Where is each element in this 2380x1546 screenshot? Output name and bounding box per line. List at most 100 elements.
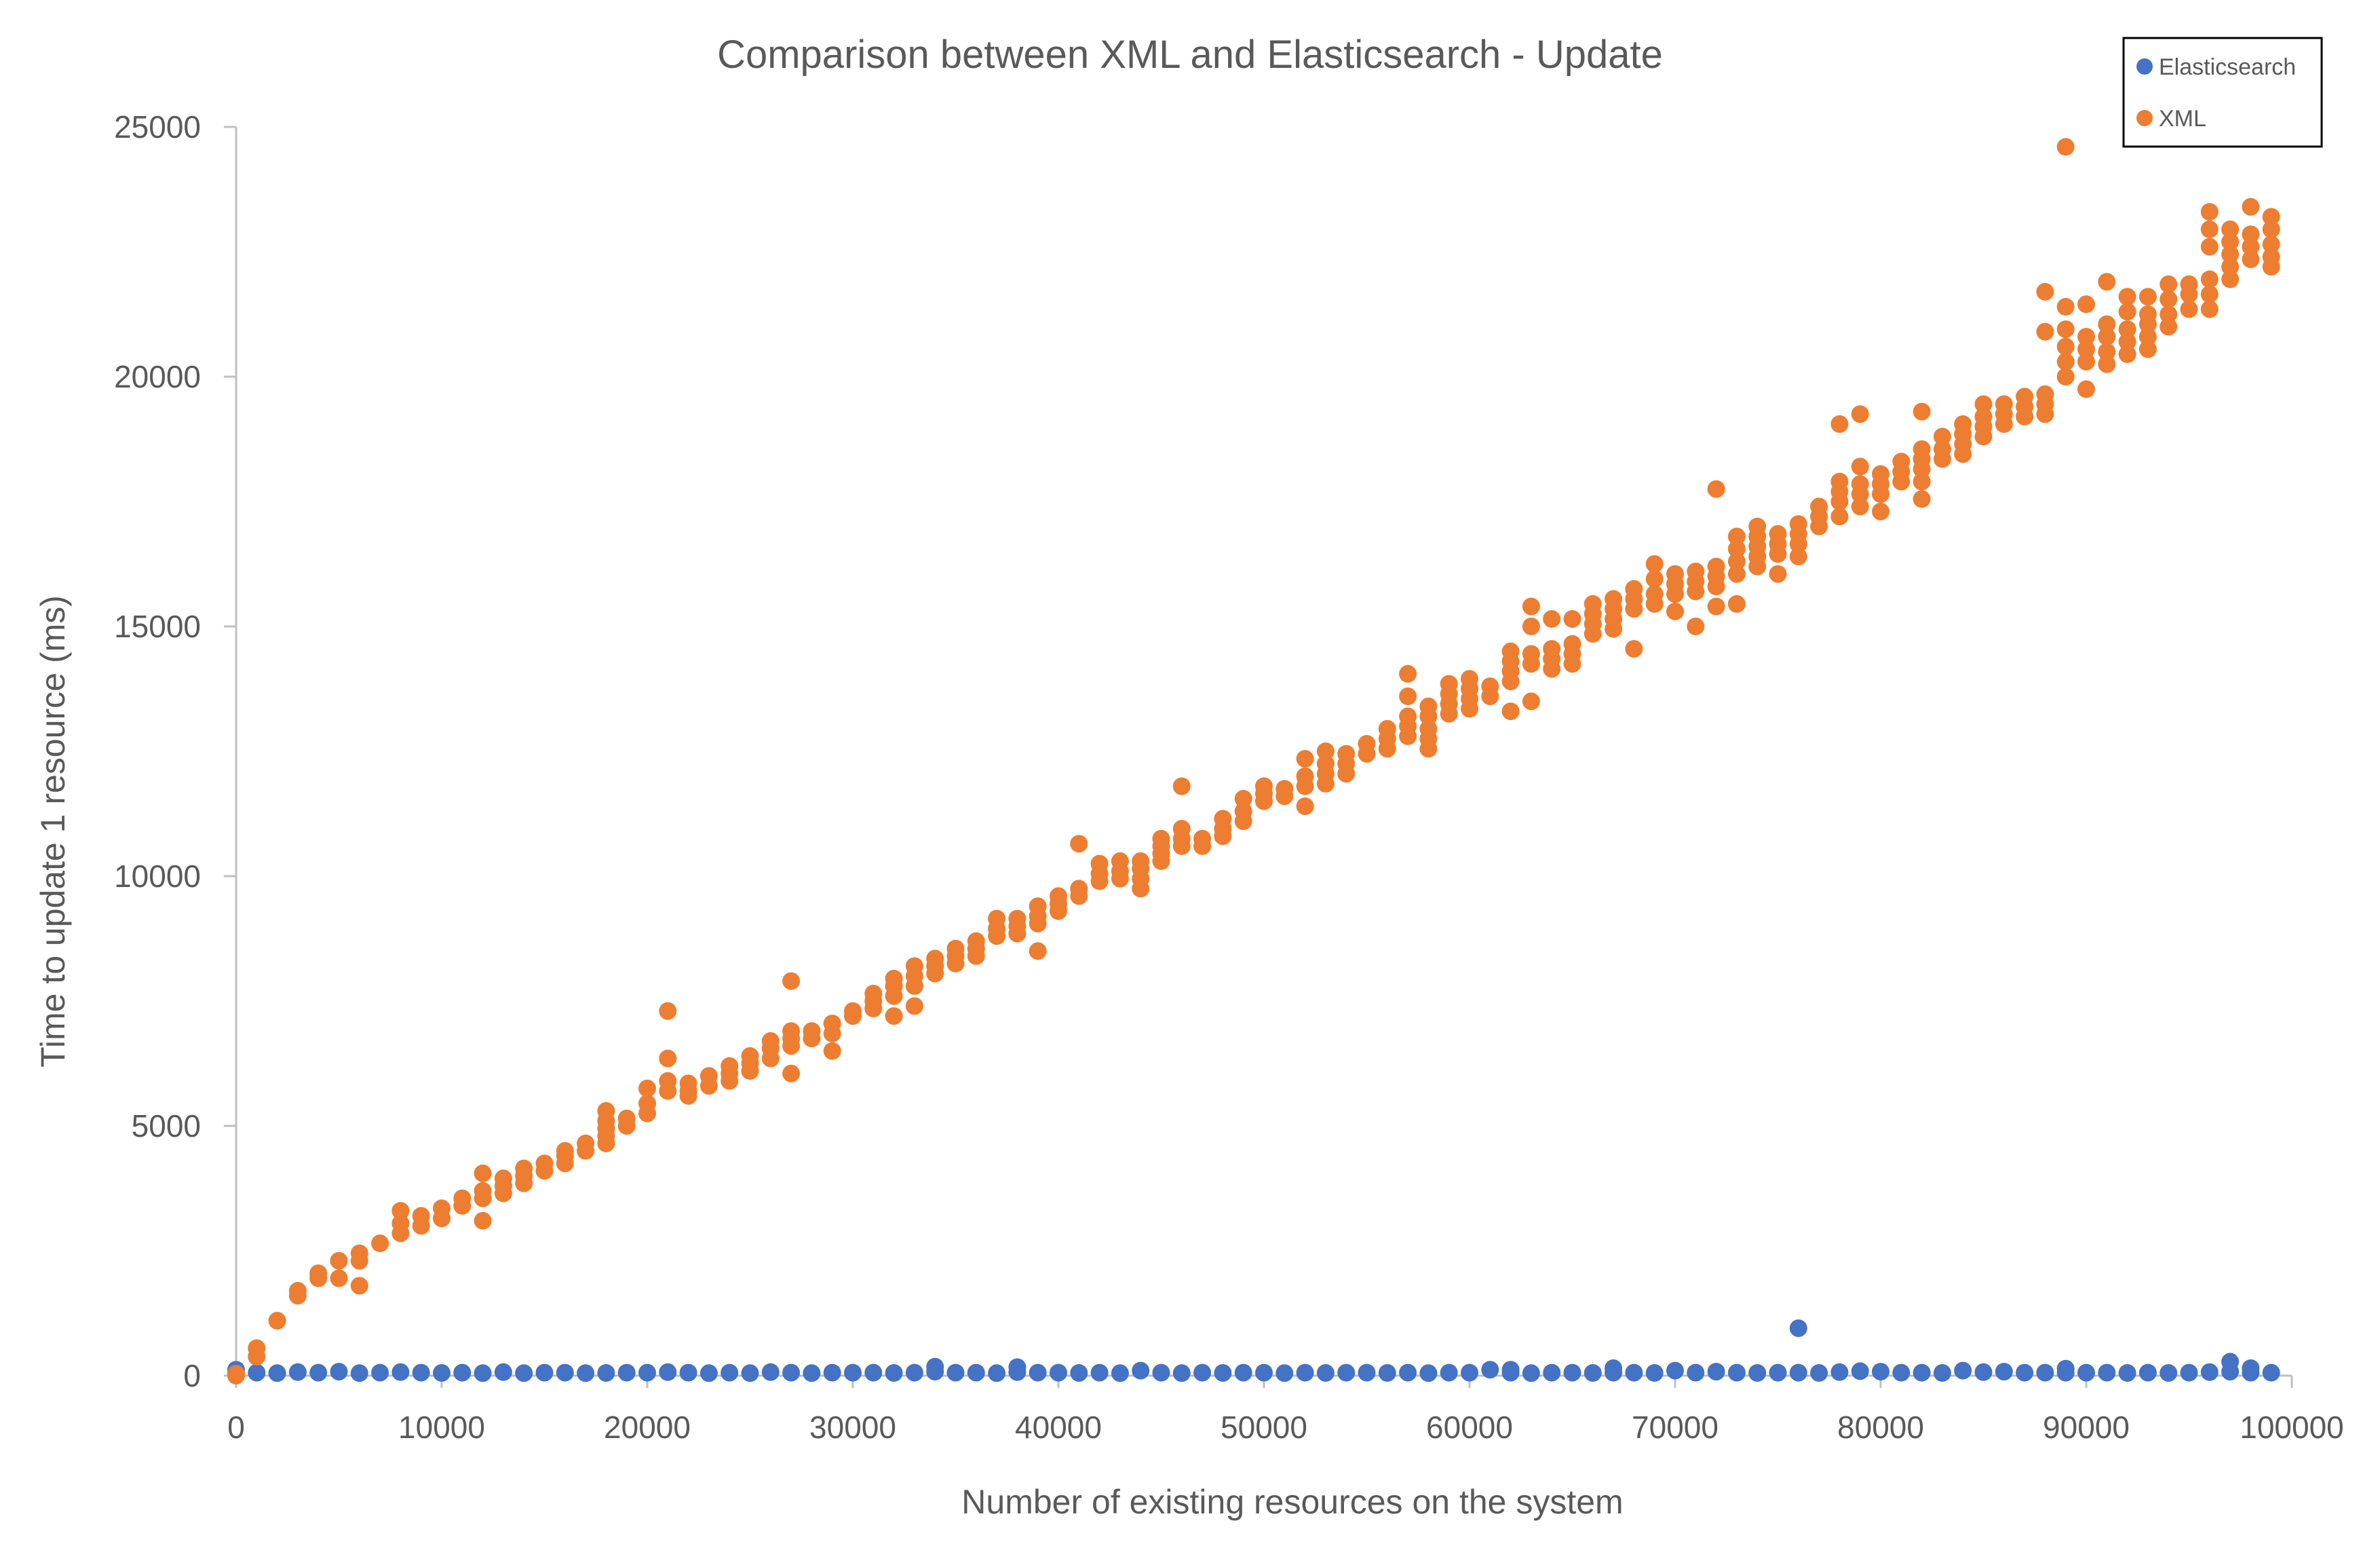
data-point-elasticsearch [371, 1363, 389, 1382]
data-point-xml [1645, 595, 1664, 613]
data-point-elasticsearch [597, 1364, 615, 1382]
data-point-xml [946, 954, 965, 973]
data-point-xml [761, 1049, 780, 1068]
data-point-elasticsearch [391, 1363, 410, 1381]
x-axis: 0 10000 20000 30000 40000 50000 60000 70000 8000… [227, 1374, 2344, 1445]
data-point-xml [1481, 687, 1499, 705]
data-point-xml [1666, 602, 1684, 620]
data-point-elasticsearch [1810, 1364, 1828, 1382]
x-tick-label: 40000 [1015, 1410, 1102, 1445]
data-point-xml [2221, 220, 2240, 238]
data-point-elasticsearch [1543, 1363, 1561, 1382]
data-point-xml [1316, 742, 1335, 760]
data-point-xml [864, 1000, 883, 1017]
data-point-xml [638, 1104, 656, 1123]
data-point-xml [1522, 618, 1540, 635]
data-point-xml [2098, 328, 2116, 346]
data-point-xml [2077, 340, 2095, 358]
data-point-elasticsearch [1255, 1363, 1273, 1382]
data-point-elasticsearch [1933, 1364, 1951, 1382]
data-point-xml [1316, 774, 1335, 793]
data-point-xml [1090, 872, 1109, 890]
data-point-xml [1214, 827, 1232, 846]
y-tick-label: 5000 [132, 1108, 201, 1144]
data-point-xml [659, 1049, 677, 1068]
legend-label-xml: XML [2159, 106, 2206, 132]
data-point-xml [2056, 298, 2075, 316]
data-point-xml [2118, 345, 2136, 363]
data-point-xml [1913, 490, 1931, 508]
data-point-elasticsearch [2077, 1363, 2095, 1382]
data-point-xml [2180, 285, 2198, 303]
data-point-xml [1234, 789, 1252, 808]
data-point-xml [515, 1174, 533, 1192]
data-point-elasticsearch [556, 1363, 574, 1382]
data-point-xml [1522, 692, 1540, 711]
data-point-elasticsearch [2016, 1363, 2034, 1382]
data-point-xml [2262, 208, 2280, 226]
data-point-xml [2118, 333, 2136, 351]
data-point-xml [1234, 812, 1252, 830]
data-point-elasticsearch [721, 1363, 739, 1382]
data-point-xml [1358, 744, 1376, 763]
data-point-xml [2138, 328, 2157, 346]
data-point-xml [371, 1234, 389, 1252]
data-point-elasticsearch [2056, 1363, 2075, 1382]
data-point-xml [330, 1269, 348, 1287]
data-point-elasticsearch [1851, 1362, 1869, 1380]
data-point-xml [823, 1042, 841, 1060]
data-point-elasticsearch [1399, 1363, 1417, 1382]
data-point-xml [988, 927, 1006, 945]
data-point-xml [1296, 777, 1314, 795]
data-point-xml [2242, 225, 2260, 244]
data-point-xml [2077, 295, 2095, 314]
data-point-elasticsearch [2118, 1364, 2136, 1382]
data-point-xml [1296, 797, 1314, 815]
y-tick-label: 15000 [114, 609, 201, 644]
data-point-elasticsearch [2262, 1363, 2280, 1382]
x-tick-label: 100000 [2240, 1410, 2344, 1445]
data-point-elasticsearch [1481, 1361, 1499, 1379]
data-point-xml [1645, 570, 1664, 588]
data-point-xml [1111, 869, 1129, 888]
data-point-xml [1172, 777, 1191, 795]
data-point-elasticsearch [988, 1364, 1006, 1382]
data-point-xml [1830, 415, 1849, 433]
data-point-xml [535, 1162, 554, 1180]
data-point-xml [1419, 740, 1438, 758]
data-point-xml [2262, 235, 2280, 253]
x-tick-label: 70000 [1632, 1410, 1719, 1445]
data-point-xml [1995, 415, 2013, 433]
data-point-elasticsearch [1111, 1364, 1129, 1382]
data-point-xml [1070, 835, 1088, 853]
data-point-elasticsearch [1234, 1363, 1252, 1382]
data-point-xml [741, 1062, 759, 1080]
data-point-xml [844, 1007, 862, 1025]
data-point-xml [1172, 837, 1191, 855]
data-point-xml [2098, 315, 2116, 333]
data-point-elasticsearch [679, 1363, 697, 1382]
data-point-xml [1399, 727, 1417, 745]
data-point-elasticsearch [1769, 1363, 1787, 1382]
data-point-elasticsearch [412, 1363, 430, 1382]
data-point-xml [1974, 395, 1993, 413]
data-point-elasticsearch [2200, 1363, 2219, 1381]
data-point-xml [2160, 290, 2178, 308]
data-point-xml [1440, 704, 1458, 723]
data-point-elasticsearch [2138, 1363, 2157, 1382]
data-point-xml [2200, 285, 2219, 303]
data-point-elasticsearch [1090, 1363, 1109, 1382]
data-point-elasticsearch [1563, 1363, 1581, 1382]
data-point-xml [905, 997, 923, 1015]
data-point-xml [1810, 517, 1828, 535]
data-point-xml [823, 1024, 841, 1042]
data-point-xml [1769, 545, 1787, 563]
data-point-xml [268, 1312, 286, 1330]
data-point-elasticsearch [741, 1364, 759, 1382]
data-point-elasticsearch [1707, 1363, 1725, 1381]
data-point-xml [1522, 655, 1540, 673]
data-point-xml [1872, 502, 1889, 521]
data-point-elasticsearch [782, 1363, 801, 1382]
data-point-elasticsearch [1913, 1363, 1931, 1382]
